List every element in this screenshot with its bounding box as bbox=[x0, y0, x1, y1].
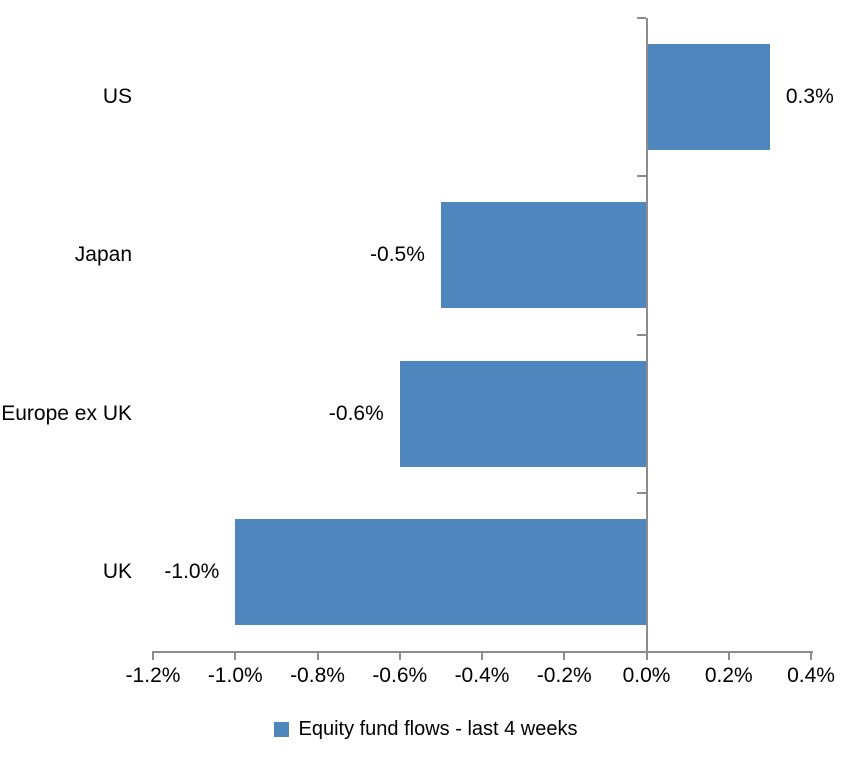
data-label: 0.3% bbox=[785, 85, 834, 109]
bar-europe-ex-uk bbox=[399, 360, 647, 467]
y-tick-mark bbox=[636, 333, 646, 336]
data-label: -0.6% bbox=[328, 401, 384, 425]
x-tick-mark bbox=[152, 651, 154, 660]
x-tick-label: -0.2% bbox=[536, 664, 592, 687]
y-tick-mark bbox=[636, 17, 646, 19]
data-label: -0.5% bbox=[370, 243, 425, 267]
bar-japan bbox=[440, 202, 647, 309]
x-tick-label: 0.0% bbox=[622, 664, 671, 687]
legend-swatch-icon bbox=[274, 721, 290, 737]
category-label: US bbox=[102, 85, 132, 109]
legend-label: Equity fund flows - last 4 weeks bbox=[298, 718, 578, 740]
x-tick-label: -1.0% bbox=[207, 664, 263, 687]
x-tick-mark bbox=[810, 651, 812, 660]
x-tick-label: 0.4% bbox=[787, 664, 835, 687]
x-tick-mark bbox=[645, 651, 648, 660]
x-axis-line bbox=[153, 651, 813, 653]
category-label: Japan bbox=[74, 243, 132, 267]
x-tick-label: -1.2% bbox=[125, 664, 181, 687]
x-tick-mark bbox=[563, 651, 566, 660]
y-tick-mark bbox=[636, 491, 646, 494]
category-label: Europe ex UK bbox=[1, 401, 132, 425]
legend: Equity fund flows - last 4 weeks bbox=[0, 714, 852, 744]
category-label: UK bbox=[102, 559, 132, 583]
data-label: -1.0% bbox=[164, 559, 220, 583]
x-tick-mark bbox=[481, 651, 483, 660]
x-tick-label: -0.8% bbox=[290, 664, 345, 687]
x-tick-mark bbox=[727, 651, 730, 660]
y-tick-mark bbox=[636, 175, 646, 178]
x-tick-mark bbox=[398, 651, 401, 660]
x-tick-mark bbox=[234, 651, 237, 660]
zero-axis-line bbox=[645, 18, 648, 653]
bar-us bbox=[646, 44, 770, 151]
x-tick-label: -0.4% bbox=[454, 664, 510, 687]
x-tick-label: -0.6% bbox=[372, 664, 428, 687]
bar-uk bbox=[235, 518, 647, 625]
x-tick-mark bbox=[316, 651, 319, 660]
x-tick-label: 0.2% bbox=[704, 664, 753, 687]
